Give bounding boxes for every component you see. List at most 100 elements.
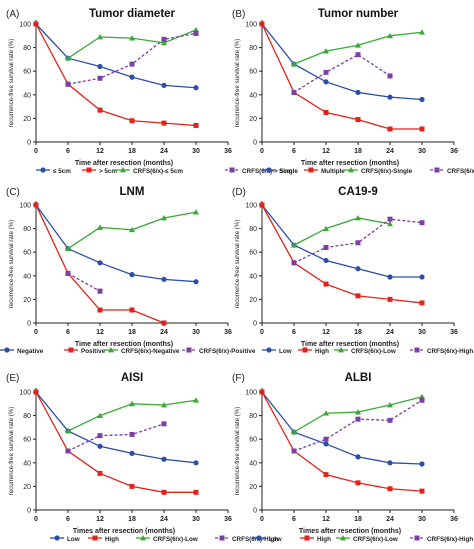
y-tick-label: 20 <box>249 484 257 491</box>
legend-label: CRFS(6/x)-High <box>232 536 278 543</box>
x-tick-label: 24 <box>386 329 394 336</box>
legend-item: CRFS(6/x)-Low <box>334 347 396 355</box>
data-point <box>355 454 361 460</box>
data-point <box>97 307 103 313</box>
chart-panel: (C) LNM 0 20 40 60 80 100 0 6 12 18 24 30 36 recurrence… <box>0 186 256 355</box>
legend-label: CRFS(6/x)-≤ 5cm <box>133 168 183 175</box>
legend-swatch-marker <box>434 167 440 173</box>
data-point <box>97 63 103 70</box>
y-tick-label: 100 <box>19 22 31 29</box>
data-point <box>33 202 39 208</box>
x-tick-label: 6 <box>66 148 70 155</box>
data-point <box>129 450 135 456</box>
data-point <box>323 69 329 75</box>
data-point <box>323 281 329 287</box>
data-point <box>291 242 297 248</box>
x-axis-label: Time after resection (months) <box>75 341 173 348</box>
data-point <box>97 107 103 113</box>
y-axis-label: recurrence-free survival rate (%) <box>234 220 241 309</box>
x-tick-label: 18 <box>128 329 136 336</box>
x-tick-label: 18 <box>128 148 136 155</box>
series-line <box>67 272 101 292</box>
x-tick-label: 12 <box>322 516 330 523</box>
legend-swatch-marker <box>108 347 114 353</box>
x-tick-label: 0 <box>260 516 264 523</box>
legend-item: CRFS(6/x)-Low <box>136 535 198 543</box>
data-point <box>355 214 361 221</box>
y-tick-label: 60 <box>249 69 257 76</box>
data-point <box>193 397 199 403</box>
data-point <box>129 307 135 313</box>
data-point <box>129 35 135 41</box>
data-point <box>193 85 199 91</box>
x-tick-label: 6 <box>292 148 296 155</box>
data-point <box>419 274 425 280</box>
legend-label: CRFS(6/x)-Multiple <box>447 168 474 175</box>
data-point <box>323 244 329 250</box>
series-line <box>293 31 423 65</box>
x-tick-label: 24 <box>160 148 168 155</box>
series-line <box>293 53 391 93</box>
panel-label: (D) <box>232 187 246 198</box>
legend-item: Positive <box>64 347 106 355</box>
y-tick-label: 40 <box>23 92 31 99</box>
legend-swatch-marker <box>414 347 420 353</box>
data-point <box>419 220 425 226</box>
data-point <box>161 456 167 462</box>
chart-title: CA19-9 <box>338 186 378 198</box>
legend-label: CRFS(6/x)-Low <box>353 536 398 543</box>
data-point <box>97 443 103 449</box>
y-tick-label: 0 <box>253 140 257 147</box>
data-point <box>161 401 167 408</box>
data-point <box>129 74 135 80</box>
data-point <box>387 486 393 492</box>
legend-label: High <box>315 348 329 355</box>
data-point <box>291 448 297 454</box>
data-point <box>355 117 361 123</box>
data-point <box>33 21 39 27</box>
legend-item: CRFS(6/x)-High <box>410 347 473 355</box>
data-point <box>291 260 297 266</box>
legend-swatch-marker <box>140 535 146 541</box>
y-tick-label: 0 <box>27 140 31 147</box>
data-point <box>97 75 103 81</box>
data-point <box>129 226 135 233</box>
data-point <box>291 429 297 435</box>
chart-panel: (D) CA19-9 0 20 40 60 80 100 0 6 12 18 24 30 36 recurre… <box>232 186 473 355</box>
y-tick-label: 20 <box>23 297 31 304</box>
data-point <box>387 216 393 222</box>
data-point <box>65 55 71 61</box>
data-point <box>387 94 393 100</box>
y-tick-label: 40 <box>249 92 257 99</box>
data-point <box>355 266 361 272</box>
panel-label: (B) <box>232 9 245 20</box>
y-axis-label: recurrence-free survival rate (%) <box>234 407 241 496</box>
legend-label: ≤ 5cm <box>53 168 71 175</box>
x-tick-label: 18 <box>354 516 362 523</box>
series-line <box>67 423 165 452</box>
x-tick-label: 36 <box>450 148 458 155</box>
chart-panel: (B) Tumor number 0 20 40 60 80 100 0 6 12 18 24 30 36 r… <box>232 8 474 175</box>
data-point <box>129 400 135 407</box>
data-point <box>97 260 103 266</box>
data-point <box>161 36 167 42</box>
data-point <box>65 270 71 276</box>
data-point <box>97 224 103 230</box>
data-point <box>387 296 393 302</box>
series-line <box>261 204 422 278</box>
x-tick-label: 6 <box>66 329 70 336</box>
y-axis-label: recurrence-free survival rate (%) <box>8 220 15 309</box>
data-point <box>193 122 199 128</box>
x-tick-label: 0 <box>34 516 38 523</box>
legend-label: Positive <box>81 348 106 355</box>
data-point <box>161 276 167 282</box>
data-point <box>33 389 39 395</box>
data-point <box>323 472 329 478</box>
data-point <box>193 460 199 466</box>
series-line <box>293 217 391 246</box>
legend-item: High <box>300 535 331 543</box>
legend-item: CRFS(6/x)-Multiple <box>430 167 474 175</box>
y-tick-label: 80 <box>249 413 257 420</box>
x-tick-label: 0 <box>260 148 264 155</box>
